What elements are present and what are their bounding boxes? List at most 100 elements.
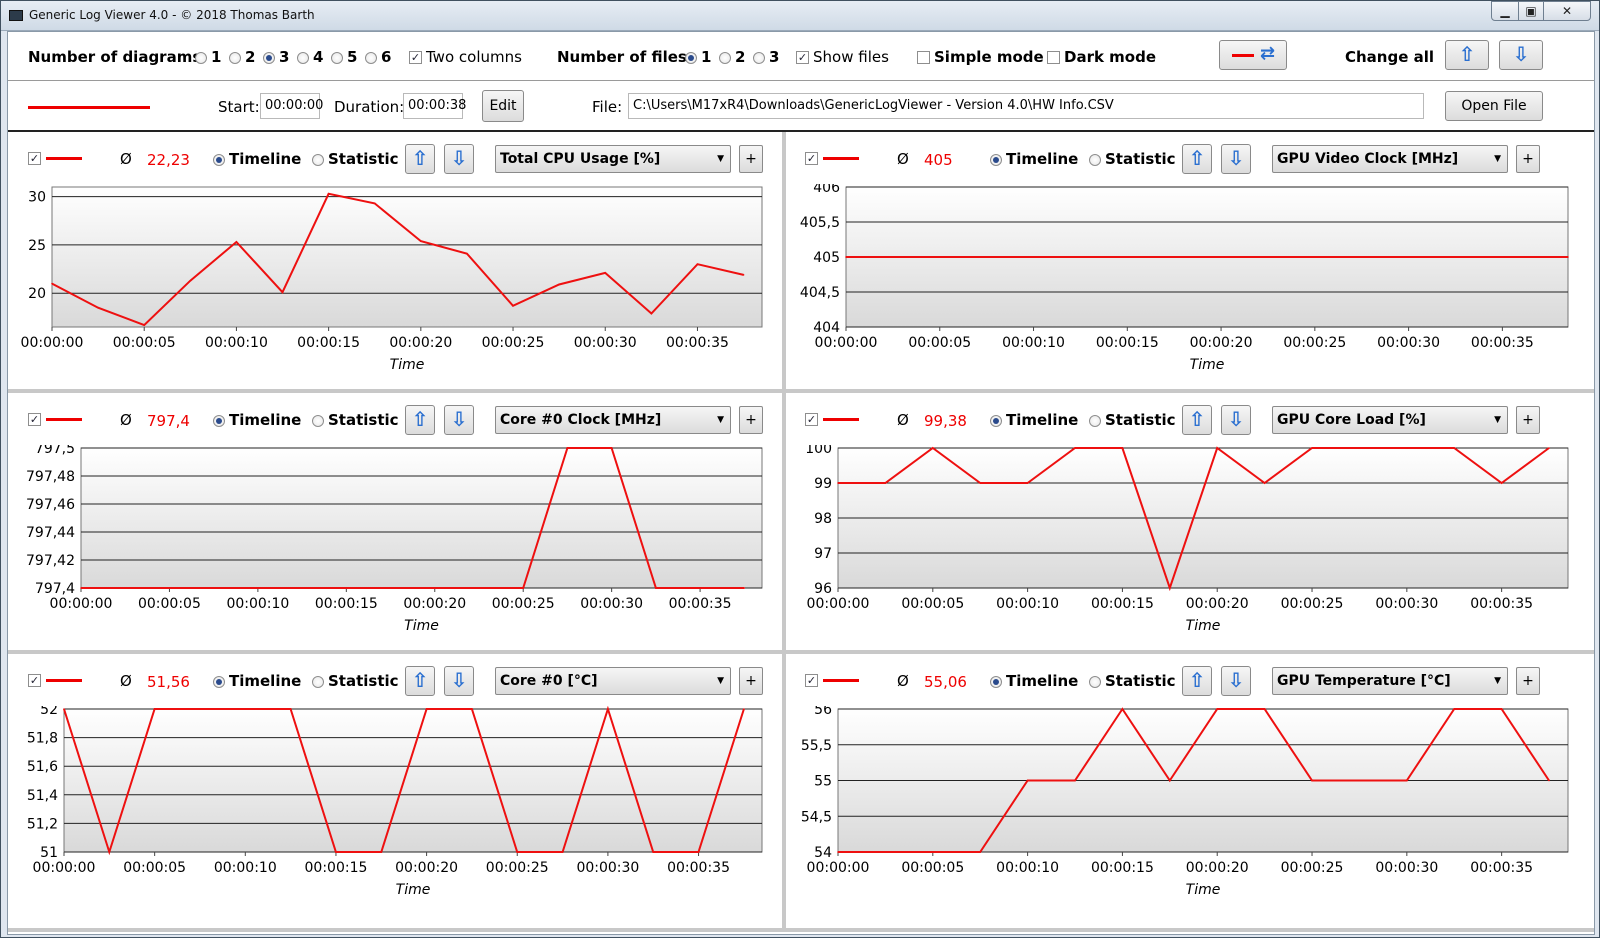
two-columns-checkbox[interactable]: ✓: [409, 51, 422, 64]
sensor-select[interactable]: GPU Video Clock [MHz] ▼: [1272, 145, 1508, 173]
files-radio-2[interactable]: [719, 52, 731, 64]
data-point: [743, 587, 746, 589]
up-arrow-icon: ⇧: [1188, 146, 1206, 170]
series-color-line[interactable]: [46, 418, 82, 421]
diagrams-radio-1[interactable]: [195, 52, 207, 64]
statistic-radio[interactable]: [312, 154, 324, 166]
diagram-visible-checkbox[interactable]: ✓: [28, 674, 41, 687]
statistic-radio[interactable]: [1089, 676, 1101, 688]
move-all-up-button[interactable]: ⇧: [1445, 40, 1489, 70]
series-color-line[interactable]: [46, 679, 82, 682]
sensor-select[interactable]: GPU Temperature [°C] ▼: [1272, 667, 1508, 695]
move-up-button[interactable]: ⇧: [1182, 405, 1212, 435]
move-down-button[interactable]: ⇩: [1221, 666, 1251, 696]
sensor-select[interactable]: Core #0 [°C] ▼: [495, 667, 731, 695]
diagrams-radio-4[interactable]: [297, 52, 309, 64]
diagrams-radio-2[interactable]: [229, 52, 241, 64]
sensor-select[interactable]: GPU Core Load [%] ▼: [1272, 406, 1508, 434]
sensor-select-value: GPU Video Clock [MHz]: [1277, 151, 1459, 167]
x-tick-label: 00:00:25: [1281, 860, 1344, 876]
data-point: [373, 202, 376, 205]
move-up-button[interactable]: ⇧: [1182, 144, 1212, 174]
files-radio-1[interactable]: [685, 52, 697, 64]
move-down-button[interactable]: ⇩: [444, 405, 474, 435]
add-series-button[interactable]: +: [1516, 667, 1540, 695]
dark-mode-checkbox[interactable]: [1047, 51, 1060, 64]
timeline-radio[interactable]: [990, 415, 1002, 427]
x-axis-label: Time: [396, 882, 431, 898]
statistic-radio[interactable]: [312, 676, 324, 688]
plot-area: [80, 447, 763, 589]
timeline-radio[interactable]: [990, 154, 1002, 166]
diagram-visible-checkbox[interactable]: ✓: [805, 413, 818, 426]
series-color-line[interactable]: [823, 157, 859, 160]
files-radio-3[interactable]: [753, 52, 765, 64]
average-value: 99,38: [924, 412, 967, 430]
diagrams-radio-6[interactable]: [365, 52, 377, 64]
down-arrow-icon: ⇩: [1512, 42, 1530, 66]
move-down-button[interactable]: ⇩: [444, 666, 474, 696]
sensor-select[interactable]: Core #0 Clock [MHz] ▼: [495, 406, 731, 434]
add-series-button[interactable]: +: [739, 145, 763, 173]
statistic-radio[interactable]: [1089, 415, 1101, 427]
duration-input[interactable]: 00:00:38: [403, 93, 466, 119]
move-all-down-button[interactable]: ⇩: [1499, 40, 1543, 70]
add-series-button[interactable]: +: [1516, 406, 1540, 434]
file-label: File:: [592, 98, 623, 116]
edit-button[interactable]: Edit: [482, 90, 524, 122]
data-point: [1453, 447, 1456, 449]
diagrams-radio-3[interactable]: [263, 52, 275, 64]
start-input[interactable]: 00:00:00: [260, 93, 323, 119]
add-series-button[interactable]: +: [739, 667, 763, 695]
diagrams-option-label: 1: [211, 48, 222, 66]
x-tick-label: 00:00:20: [403, 596, 466, 612]
diagrams-radio-5[interactable]: [331, 52, 343, 64]
timeline-radio[interactable]: [213, 154, 225, 166]
close-button[interactable]: ✕: [1543, 1, 1591, 21]
swap-icon: ⇄: [1260, 43, 1276, 64]
data-point: [1358, 447, 1361, 449]
data-point: [466, 252, 468, 255]
sensor-select-value: Total CPU Usage [%]: [500, 151, 661, 167]
move-up-button[interactable]: ⇧: [1182, 666, 1212, 696]
data-point: [244, 708, 247, 710]
diagram-visible-checkbox[interactable]: ✓: [28, 152, 41, 165]
y-tick-label: 20: [28, 286, 46, 302]
x-tick-label: 00:00:35: [666, 335, 729, 351]
timeline-radio[interactable]: [213, 415, 225, 427]
move-up-button[interactable]: ⇧: [405, 144, 435, 174]
add-series-button[interactable]: +: [1516, 145, 1540, 173]
simple-mode-checkbox[interactable]: [917, 51, 930, 64]
timeline-radio[interactable]: [213, 676, 225, 688]
minimize-button[interactable]: ▁: [1491, 1, 1519, 21]
y-tick-label: 25: [28, 238, 46, 254]
diagram-visible-checkbox[interactable]: ✓: [805, 674, 818, 687]
move-up-button[interactable]: ⇧: [405, 405, 435, 435]
show-files-checkbox[interactable]: ✓: [796, 51, 809, 64]
open-file-button[interactable]: Open File: [1445, 91, 1543, 121]
series-color-line[interactable]: [823, 418, 859, 421]
move-down-button[interactable]: ⇩: [1221, 405, 1251, 435]
x-tick-label: 00:00:30: [1375, 596, 1438, 612]
add-series-button[interactable]: +: [739, 406, 763, 434]
file-path-input[interactable]: C:\Users\M17xR4\Downloads\GenericLogView…: [628, 93, 1424, 119]
statistic-radio[interactable]: [312, 415, 324, 427]
sensor-select[interactable]: Total CPU Usage [%] ▼: [495, 145, 731, 173]
timeline-radio[interactable]: [990, 676, 1002, 688]
move-down-button[interactable]: ⇩: [1221, 144, 1251, 174]
diagram-visible-checkbox[interactable]: ✓: [28, 413, 41, 426]
file-color-line[interactable]: [28, 106, 150, 109]
data-point: [327, 192, 330, 195]
series-color-line[interactable]: [46, 157, 82, 160]
move-down-button[interactable]: ⇩: [444, 144, 474, 174]
statistic-radio[interactable]: [1089, 154, 1101, 166]
y-tick-label: 51,2: [27, 816, 58, 832]
move-up-button[interactable]: ⇧: [405, 666, 435, 696]
series-color-line[interactable]: [823, 679, 859, 682]
x-tick-label: 00:00:05: [901, 860, 964, 876]
timeline-label: Timeline: [229, 411, 302, 429]
swap-colors-button[interactable]: ⇄: [1219, 40, 1287, 70]
diagram-visible-checkbox[interactable]: ✓: [805, 152, 818, 165]
maximize-button[interactable]: ▣: [1518, 1, 1544, 21]
